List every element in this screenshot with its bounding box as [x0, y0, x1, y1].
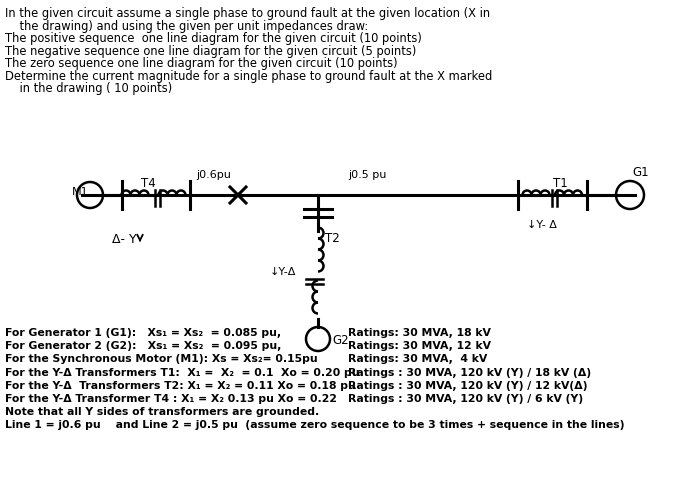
Text: ↓Y- Δ: ↓Y- Δ [527, 220, 557, 230]
Text: For Generator 2 (G2):   Xs₁ = Xs₂  = 0.095 pu,: For Generator 2 (G2): Xs₁ = Xs₂ = 0.095 … [5, 341, 282, 351]
Text: The negative sequence one line diagram for the given circuit (5 points): The negative sequence one line diagram f… [5, 44, 416, 57]
Text: j0.5 pu: j0.5 pu [348, 170, 386, 180]
Text: in the drawing ( 10 points): in the drawing ( 10 points) [5, 82, 172, 95]
Text: Ratings : 30 MVA, 120 kV (Y) / 6 kV (Y): Ratings : 30 MVA, 120 kV (Y) / 6 kV (Y) [348, 394, 583, 404]
Text: For the Y-Δ  Transformers T2: X₁ = X₂ = 0.11 Xo = 0.18 pu: For the Y-Δ Transformers T2: X₁ = X₂ = 0… [5, 381, 356, 391]
Text: For the Synchronous Motor (M1): Xs = Xs₂= 0.15pu: For the Synchronous Motor (M1): Xs = Xs₂… [5, 354, 317, 364]
Text: j0.6pu: j0.6pu [196, 170, 231, 180]
Text: For Generator 1 (G1):   Xs₁ = Xs₂  = 0.085 pu,: For Generator 1 (G1): Xs₁ = Xs₂ = 0.085 … [5, 328, 281, 338]
Text: Ratings: 30 MVA, 18 kV: Ratings: 30 MVA, 18 kV [348, 328, 491, 338]
Text: For the Y-Δ Transformers T1:  X₁ =  X₂  = 0.1  Xo = 0.20 pu: For the Y-Δ Transformers T1: X₁ = X₂ = 0… [5, 368, 359, 378]
Text: Line 1 = j0.6 pu    and Line 2 = j0.5 pu  (assume zero sequence to be 3 times + : Line 1 = j0.6 pu and Line 2 = j0.5 pu (a… [5, 420, 624, 430]
Text: Determine the current magnitude for a single phase to ground fault at the X mark: Determine the current magnitude for a si… [5, 69, 492, 83]
Text: The zero sequence one line diagram for the given circuit (10 points): The zero sequence one line diagram for t… [5, 57, 397, 70]
Text: For the Y-Δ Transformer T4 : X₁ = X₂ 0.13 pu Xo = 0.22: For the Y-Δ Transformer T4 : X₁ = X₂ 0.1… [5, 394, 337, 404]
Text: T2: T2 [325, 232, 339, 245]
Text: Δ- Y: Δ- Y [112, 233, 137, 246]
Text: Ratings: 30 MVA, 12 kV: Ratings: 30 MVA, 12 kV [348, 341, 491, 351]
Text: M1: M1 [72, 187, 88, 197]
Text: the drawing) and using the given per unit impedances draw:: the drawing) and using the given per uni… [5, 20, 368, 33]
Text: In the given circuit assume a single phase to ground fault at the given location: In the given circuit assume a single pha… [5, 7, 490, 20]
Text: G1: G1 [632, 166, 649, 179]
Text: Ratings : 30 MVA, 120 kV (Y) / 18 kV (Δ): Ratings : 30 MVA, 120 kV (Y) / 18 kV (Δ) [348, 368, 591, 378]
Text: Note that all Y sides of transformers are grounded.: Note that all Y sides of transformers ar… [5, 407, 319, 417]
Text: Ratings: 30 MVA,  4 kV: Ratings: 30 MVA, 4 kV [348, 354, 487, 364]
Text: G2: G2 [332, 335, 348, 348]
Text: T1: T1 [553, 177, 567, 190]
Text: ↓Y-Δ: ↓Y-Δ [270, 267, 297, 277]
Text: Ratings : 30 MVA, 120 kV (Y) / 12 kV(Δ): Ratings : 30 MVA, 120 kV (Y) / 12 kV(Δ) [348, 381, 587, 391]
Text: T4: T4 [141, 177, 155, 190]
Text: The positive sequence  one line diagram for the given circuit (10 points): The positive sequence one line diagram f… [5, 32, 422, 45]
